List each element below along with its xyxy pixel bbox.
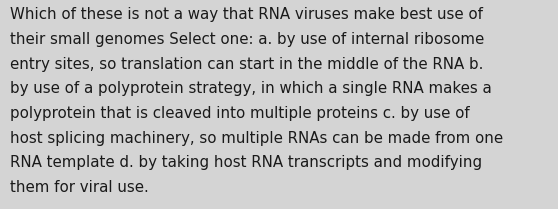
Text: their small genomes Select one: a. by use of internal ribosome: their small genomes Select one: a. by us…	[10, 32, 484, 47]
Text: Which of these is not a way that RNA viruses make best use of: Which of these is not a way that RNA vir…	[10, 7, 483, 22]
Text: them for viral use.: them for viral use.	[10, 180, 149, 195]
Text: entry sites, so translation can start in the middle of the RNA b.: entry sites, so translation can start in…	[10, 57, 483, 72]
Text: by use of a polyprotein strategy, in which a single RNA makes a: by use of a polyprotein strategy, in whi…	[10, 81, 492, 96]
Text: RNA template d. by taking host RNA transcripts and modifying: RNA template d. by taking host RNA trans…	[10, 155, 482, 170]
Text: polyprotein that is cleaved into multiple proteins c. by use of: polyprotein that is cleaved into multipl…	[10, 106, 470, 121]
Text: host splicing machinery, so multiple RNAs can be made from one: host splicing machinery, so multiple RNA…	[10, 131, 503, 146]
